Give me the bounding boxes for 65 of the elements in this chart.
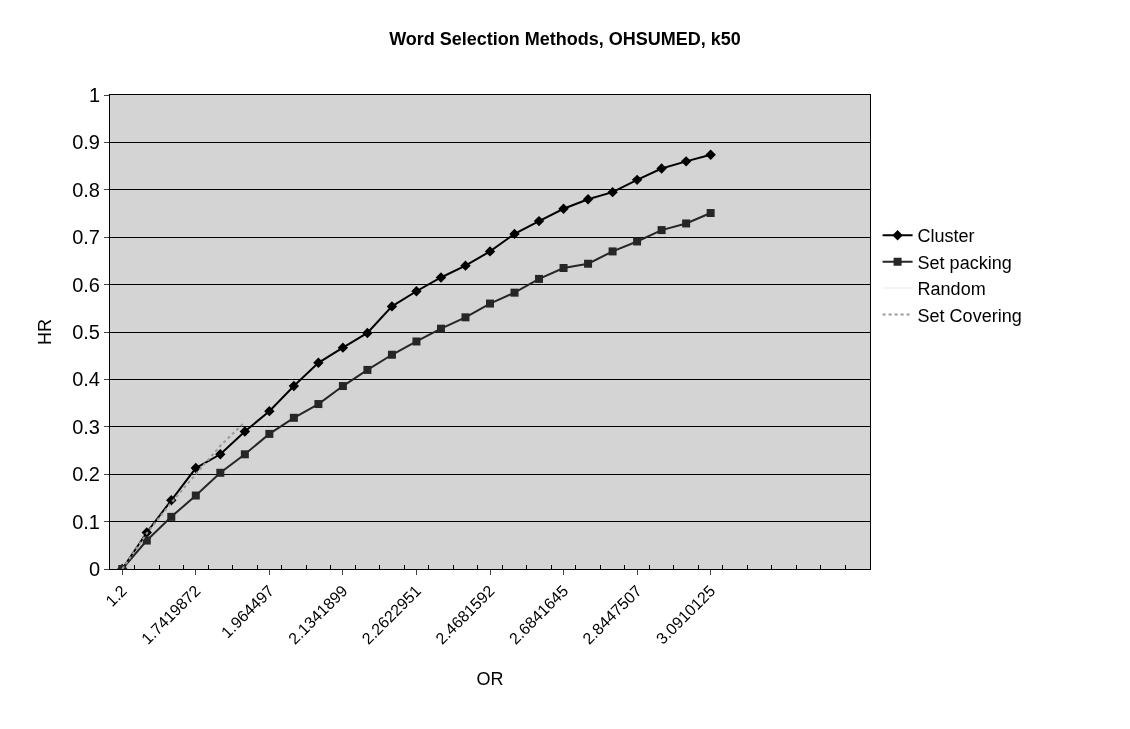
point bbox=[680, 156, 692, 167]
legend-label: Random bbox=[917, 279, 986, 300]
point bbox=[633, 237, 642, 246]
point bbox=[288, 380, 300, 392]
point bbox=[584, 259, 593, 268]
point bbox=[363, 365, 372, 374]
y-tick-label: 0.5 bbox=[72, 321, 100, 343]
y-tick-label: 0.3 bbox=[72, 415, 100, 438]
legend-label: Set Covering bbox=[917, 305, 1022, 326]
point bbox=[657, 226, 666, 235]
point bbox=[387, 350, 396, 359]
point bbox=[582, 194, 594, 205]
point bbox=[338, 382, 347, 391]
y-tick-label: 1 bbox=[88, 84, 100, 106]
x-tick-label: 1.2 bbox=[102, 581, 131, 610]
point bbox=[265, 429, 274, 438]
point bbox=[289, 413, 298, 422]
point bbox=[535, 274, 544, 283]
point bbox=[559, 264, 568, 273]
point bbox=[239, 426, 251, 437]
legend-label: Cluster bbox=[917, 226, 975, 247]
point bbox=[337, 342, 349, 353]
point bbox=[386, 301, 398, 312]
point bbox=[705, 149, 716, 160]
legend-label: Set packing bbox=[917, 252, 1012, 273]
point bbox=[509, 228, 520, 240]
y-tick-label: 0.8 bbox=[72, 178, 100, 201]
point bbox=[656, 163, 667, 174]
point bbox=[631, 174, 643, 186]
y-tick-label: 0.1 bbox=[72, 510, 100, 533]
point bbox=[191, 491, 200, 500]
y-tick-label: 0 bbox=[88, 558, 100, 580]
point bbox=[484, 246, 496, 257]
point bbox=[362, 327, 373, 339]
point bbox=[435, 272, 447, 283]
point bbox=[460, 260, 471, 271]
point bbox=[167, 512, 176, 521]
y-tick-label: 0.4 bbox=[72, 368, 100, 391]
point bbox=[240, 450, 249, 459]
point bbox=[533, 215, 545, 227]
chart-title: Word Selection Methods, OHSUMED, k50 bbox=[389, 29, 741, 50]
point bbox=[436, 324, 445, 333]
point bbox=[215, 449, 226, 460]
x-axis-title: OR bbox=[476, 668, 504, 689]
y-tick-label: 0.7 bbox=[72, 226, 100, 249]
y-axis-title: HR bbox=[35, 319, 56, 345]
point bbox=[412, 337, 421, 346]
point bbox=[314, 400, 323, 409]
y-tick-label: 0.6 bbox=[72, 273, 100, 296]
point bbox=[510, 288, 519, 297]
point bbox=[216, 468, 225, 477]
point bbox=[264, 405, 275, 417]
point bbox=[190, 462, 202, 474]
point bbox=[607, 186, 618, 198]
point bbox=[313, 357, 324, 369]
point bbox=[682, 219, 691, 228]
point bbox=[558, 203, 569, 214]
point bbox=[706, 209, 715, 218]
point bbox=[142, 536, 151, 545]
point bbox=[486, 299, 494, 308]
point bbox=[608, 247, 617, 256]
point bbox=[411, 286, 422, 297]
point bbox=[461, 313, 470, 322]
y-tick-label: 0.2 bbox=[72, 463, 100, 486]
y-tick-label: 0.9 bbox=[72, 131, 100, 154]
